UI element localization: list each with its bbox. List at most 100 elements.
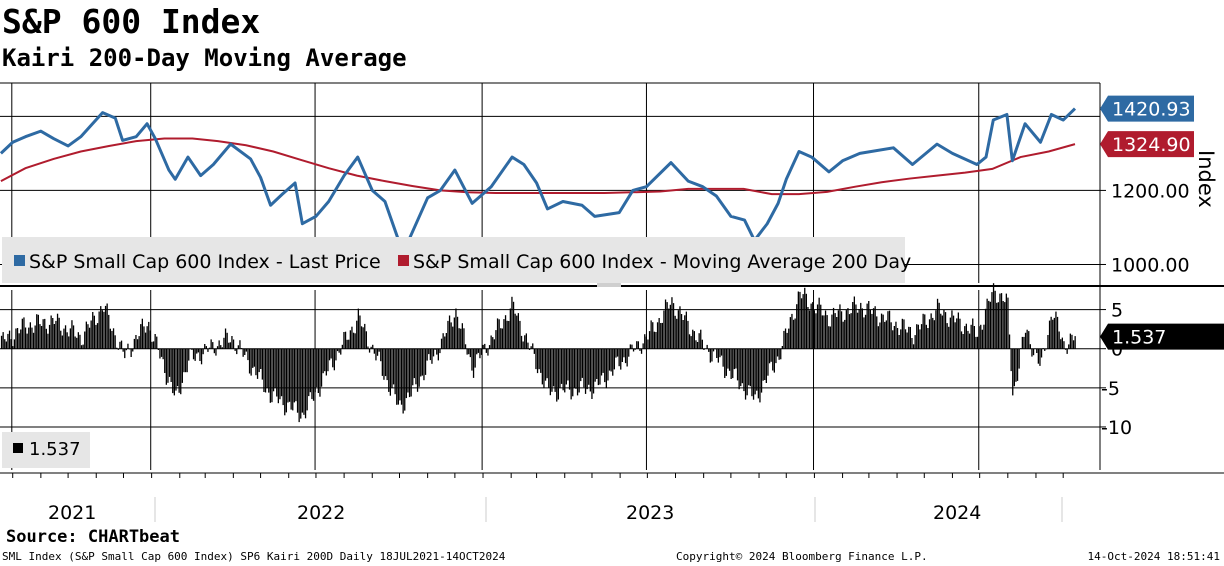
kairi-bar	[434, 348, 436, 350]
kairi-bar	[287, 348, 289, 403]
kairi-bar	[92, 312, 94, 349]
kairi-bar	[909, 327, 911, 349]
kairi-bar	[524, 335, 526, 349]
kairi-bar	[802, 294, 804, 349]
kairi-bar	[224, 328, 227, 349]
kairi-bar	[79, 334, 81, 349]
kairi-bar	[661, 322, 663, 349]
kairi-bar	[477, 348, 479, 353]
kairi-bar	[172, 348, 174, 394]
kairi-bar	[1047, 335, 1049, 349]
kairi-bar	[164, 348, 166, 373]
kairi-bar	[607, 348, 609, 381]
kairi-bar	[168, 348, 171, 377]
kairi-bar	[794, 318, 796, 349]
kairi-bar	[215, 348, 217, 356]
kairi-bar	[228, 342, 230, 349]
kairi-bar	[1060, 339, 1062, 349]
kairi-bar	[1029, 344, 1031, 349]
kairi-bar	[580, 348, 582, 382]
kairi-bar	[848, 314, 851, 349]
moving-average-tag-bg	[1100, 131, 1194, 158]
moving-average-line	[0, 137, 1076, 196]
kairi-bar	[493, 339, 495, 349]
kairi-bar	[397, 348, 399, 405]
kairi-bar	[135, 335, 137, 349]
time-axis: 2021 2022 2023 2024	[12, 473, 1064, 524]
kairi-bar	[1031, 348, 1033, 357]
kairi-bar	[116, 347, 118, 349]
kairi-bar	[256, 348, 259, 379]
kairi-bar	[538, 348, 540, 370]
kairi-bar	[312, 348, 315, 401]
kairi-bar	[108, 314, 110, 349]
kairi-bar	[852, 302, 854, 349]
kairi-bar	[128, 348, 131, 350]
kairi-bar	[480, 348, 483, 355]
kairi-bar	[959, 318, 961, 349]
kairi-bar	[967, 330, 969, 349]
kairi-bar	[711, 348, 713, 362]
kairi-bar	[743, 348, 745, 392]
kairi-bar	[370, 346, 372, 349]
kairi-bar	[954, 322, 956, 349]
kairi-bar	[765, 348, 767, 383]
kairi-bar	[880, 313, 883, 349]
kairi-bar	[960, 331, 963, 349]
kairi-bar	[322, 348, 324, 374]
kairi-bar	[29, 322, 31, 349]
kairi-last-value-text: 1.537	[1112, 327, 1166, 349]
kairi-bar	[581, 348, 583, 378]
kairi-bar	[648, 331, 651, 349]
kairi-bar	[717, 348, 719, 363]
kairi-bar	[652, 322, 654, 349]
kairi-bar	[1045, 348, 1047, 350]
kairi-bar	[663, 310, 665, 349]
kairi-bar	[388, 348, 390, 392]
kairi-bar	[964, 326, 966, 349]
kairi-bar	[864, 314, 867, 349]
kairi-bar	[506, 320, 508, 349]
panel-splitter-handle	[597, 283, 621, 287]
kairi-bar	[946, 323, 948, 349]
kairi-bar	[15, 328, 17, 349]
kairi-bar	[508, 321, 510, 349]
kairi-bar	[917, 324, 919, 349]
kairi-bar	[184, 348, 187, 373]
kairi-bar	[276, 348, 278, 397]
year-label: 2021	[48, 502, 96, 524]
kairi-bar	[55, 320, 57, 349]
kairi-bar	[194, 348, 196, 361]
kairi-bar	[453, 317, 455, 349]
kairi-bar	[479, 348, 481, 359]
kairi-bar	[968, 333, 971, 349]
kairi-bar	[1066, 348, 1068, 354]
kairi-bar	[26, 333, 28, 349]
kairi-bar	[749, 348, 751, 387]
kairi-bar	[301, 348, 303, 413]
kairi-bar	[839, 304, 841, 349]
kairi-bar	[879, 322, 881, 349]
year-label: 2022	[297, 502, 345, 524]
footer-copyright: Copyright© 2024 Bloomberg Finance L.P.	[676, 550, 928, 563]
kairi-bar	[389, 348, 391, 396]
kairi-bar	[552, 348, 555, 387]
kairi-bar	[151, 341, 153, 349]
kairi-bar	[296, 348, 299, 413]
kairi-bar	[1068, 344, 1070, 349]
kairi-bar	[599, 348, 601, 385]
kairi-bar	[804, 287, 806, 349]
kairi-bar	[157, 348, 159, 350]
kairi-bar	[1064, 348, 1067, 350]
kairi-bar	[856, 312, 859, 349]
kairi-bar	[756, 348, 758, 391]
kairi-bar	[21, 318, 23, 349]
kairi-bar	[576, 348, 579, 396]
kairi-bar	[965, 323, 967, 349]
kairi-bar	[644, 334, 646, 349]
kairi-bar	[300, 348, 302, 419]
kairi-bar	[887, 311, 889, 349]
kairi-bar	[498, 319, 500, 349]
kairi-bar	[735, 348, 737, 369]
kairi-bar	[997, 302, 999, 349]
